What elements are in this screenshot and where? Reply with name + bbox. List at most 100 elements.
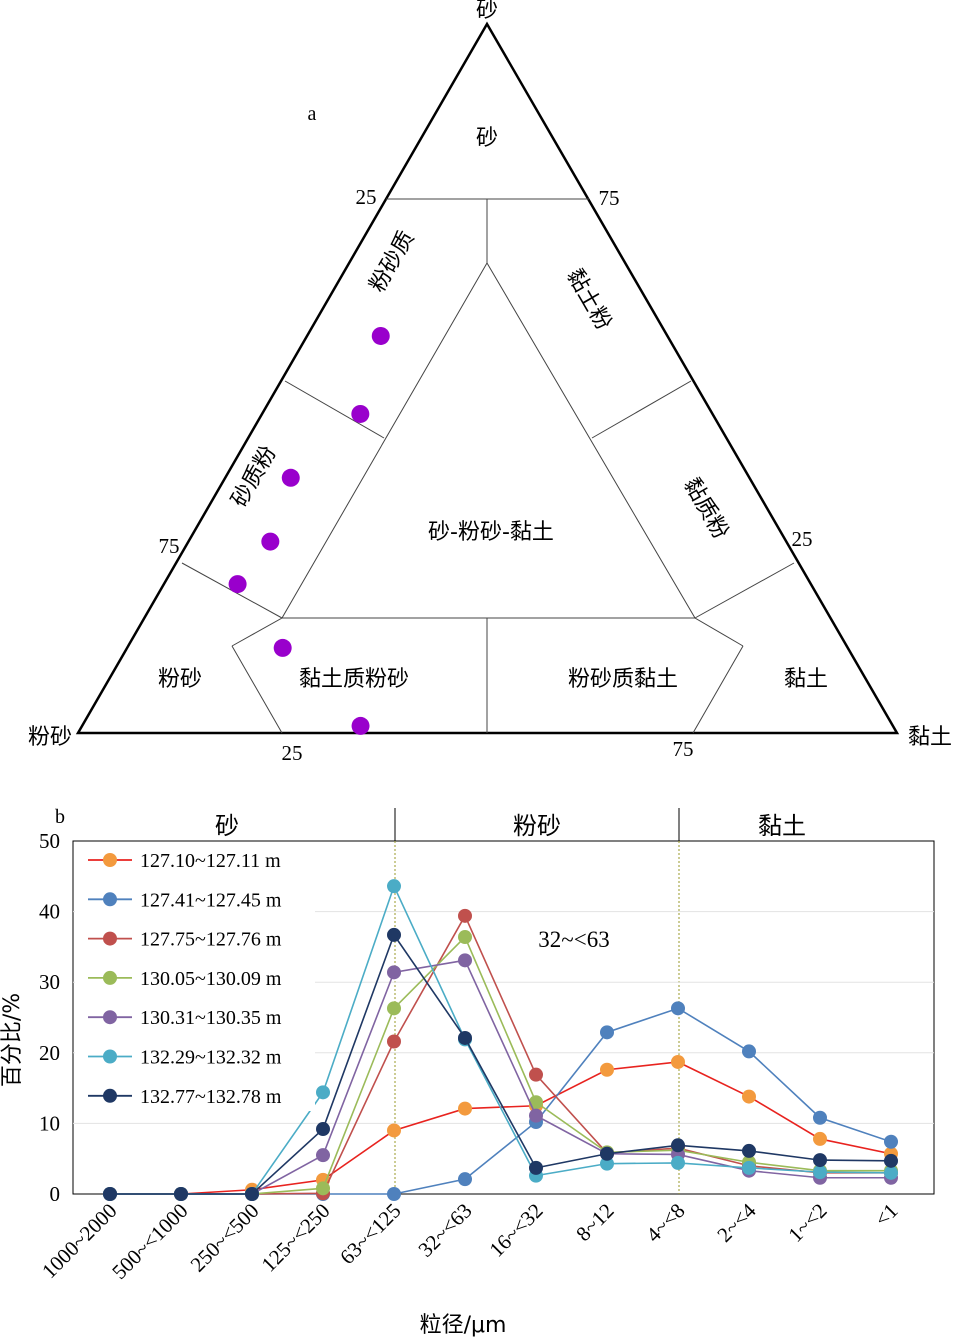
field-label-center: 砂-粉砂-黏土 xyxy=(428,520,554,545)
series-2-point-10 xyxy=(742,1044,756,1059)
legend-item-4: 130.05~130.09 m xyxy=(88,968,282,990)
legend-item-3: 127.75~127.76 m xyxy=(88,929,282,951)
x-axis-title: 粒径/μm xyxy=(420,1313,507,1338)
x-tick-label-2: 500~<1000 xyxy=(107,1199,192,1284)
series-3-point-7 xyxy=(529,1067,543,1082)
series-7 xyxy=(103,927,898,1201)
boundary-upper-left xyxy=(284,380,385,439)
field-label-clayey-silt: 黏质粉 xyxy=(678,474,733,544)
legend-marker-6 xyxy=(103,1049,117,1064)
series-3-point-6 xyxy=(458,908,472,923)
legend-marker-7 xyxy=(103,1088,117,1103)
series-1-point-10 xyxy=(742,1089,756,1104)
legend-marker-5 xyxy=(103,1010,117,1025)
tick-label-right-25: 25 xyxy=(792,527,813,551)
field-label-silty-clay: 粉砂质黏土 xyxy=(568,667,678,692)
tick-label-left-25: 25 xyxy=(356,185,377,209)
chart-annotation: 32~<63 xyxy=(538,927,609,952)
series-7-point-5 xyxy=(387,927,401,942)
boundary-bottom-right xyxy=(692,645,744,734)
legend-item-1: 127.10~127.11 m xyxy=(88,850,281,872)
boundary-bottom-left xyxy=(231,645,283,734)
series-2-point-9 xyxy=(671,1001,685,1016)
x-tick-label-8: 8~12 xyxy=(571,1199,618,1246)
legend-item-7: 132.77~132.78 m xyxy=(88,1086,282,1108)
series-1-point-8 xyxy=(600,1062,614,1077)
panel-b-label: b xyxy=(55,806,65,828)
series-7-point-12 xyxy=(884,1153,898,1168)
field-label-silt: 粉砂 xyxy=(158,667,202,692)
series-4-point-7 xyxy=(529,1095,543,1110)
series-6-point-4 xyxy=(316,1085,330,1100)
series-6-point-12 xyxy=(884,1165,898,1180)
y-axis-title: 百分比/% xyxy=(0,993,25,1087)
legend-marker-1 xyxy=(103,853,117,867)
series-4-point-4 xyxy=(316,1181,330,1196)
tick-label-bottom-25: 25 xyxy=(282,741,303,765)
y-tick-label-10: 10 xyxy=(39,1111,60,1135)
ternary-point-4 xyxy=(261,532,280,551)
legend-item-2: 127.41~127.45 m xyxy=(88,889,282,911)
vertex-label-silt: 粉砂 xyxy=(28,725,72,750)
x-tick-label-3: 250~<500 xyxy=(186,1199,264,1277)
legend-label-6: 132.29~132.32 m xyxy=(140,1047,282,1069)
tick-label-right-75: 75 xyxy=(599,186,620,210)
zone-label-silt: 粉砂 xyxy=(513,812,561,840)
x-tick-label-5: 63~<125 xyxy=(335,1199,406,1270)
series-1-point-9 xyxy=(671,1054,685,1069)
series-5-point-7 xyxy=(529,1108,543,1123)
series-2-point-5 xyxy=(387,1187,401,1201)
legend: 127.10~127.11 m 127.41~127.45 m 127.75~127… xyxy=(75,843,315,1111)
series-7-point-6 xyxy=(458,1030,472,1045)
x-tick-label-4: 125~<250 xyxy=(257,1199,335,1277)
series-2-point-11 xyxy=(813,1110,827,1125)
ternary-points xyxy=(228,326,390,735)
series-6-point-8 xyxy=(600,1156,614,1171)
series-1-point-6 xyxy=(458,1101,472,1116)
series-5-point-5 xyxy=(387,965,401,980)
series-7-point-9 xyxy=(671,1138,685,1153)
x-tick-label-9: 4~<8 xyxy=(641,1199,689,1247)
series-7-point-1 xyxy=(103,1187,117,1201)
tick-label-bottom-75: 75 xyxy=(673,737,694,761)
field-label-sand: 砂 xyxy=(476,126,498,151)
y-tick-label-40: 40 xyxy=(39,900,60,924)
field-label-silty-sand: 粉砂质 xyxy=(365,227,420,297)
legend-label-3: 127.75~127.76 m xyxy=(140,929,282,951)
legend-label-2: 127.41~127.45 m xyxy=(140,889,282,911)
series-6-point-5 xyxy=(387,879,401,894)
legend-label-7: 132.77~132.78 m xyxy=(140,1086,282,1108)
series-7-point-10 xyxy=(742,1143,756,1158)
y-tick-label-0: 0 xyxy=(50,1182,61,1206)
legend-label-4: 130.05~130.09 m xyxy=(140,968,282,990)
series-2-point-12 xyxy=(884,1134,898,1149)
ternary-point-1 xyxy=(371,326,390,345)
legend-marker-2 xyxy=(103,892,117,907)
line-chart: b 砂 粉砂 黏土 百分比/% 粒径/μm 32~<63 0 10 20 30 40 50… xyxy=(0,806,935,1338)
field-label-clayey-sand: 黏土粉 xyxy=(561,265,616,335)
series-1-point-11 xyxy=(813,1131,827,1146)
series-6-point-11 xyxy=(813,1165,827,1180)
series-7-point-3 xyxy=(245,1187,259,1201)
ternary-point-5 xyxy=(228,575,247,594)
series-4-point-6 xyxy=(458,930,472,945)
y-tick-label-50: 50 xyxy=(39,829,60,853)
series-7-point-11 xyxy=(813,1153,827,1168)
x-tick-label-1: 1000~2000 xyxy=(37,1199,121,1283)
legend-label-5: 130.31~130.35 m xyxy=(140,1007,282,1029)
y-tick-labels: 0 10 20 30 40 50 xyxy=(39,829,60,1206)
zone-label-clay: 黏土 xyxy=(758,812,806,840)
x-tick-label-12: <1 xyxy=(870,1199,903,1232)
series-line-7 xyxy=(110,933,892,1195)
series-6-point-10 xyxy=(742,1160,756,1175)
series-2-point-6 xyxy=(458,1172,472,1187)
series-5-point-6 xyxy=(458,953,472,968)
field-label-clay: 黏土 xyxy=(784,667,828,692)
series-2-point-8 xyxy=(600,1025,614,1040)
y-tick-label-30: 30 xyxy=(39,970,60,994)
tick-label-left-75: 75 xyxy=(159,534,180,558)
x-tick-label-6: 32~<63 xyxy=(413,1199,476,1262)
legend-item-5: 130.31~130.35 m xyxy=(88,1007,282,1029)
series-3-point-5 xyxy=(387,1034,401,1049)
